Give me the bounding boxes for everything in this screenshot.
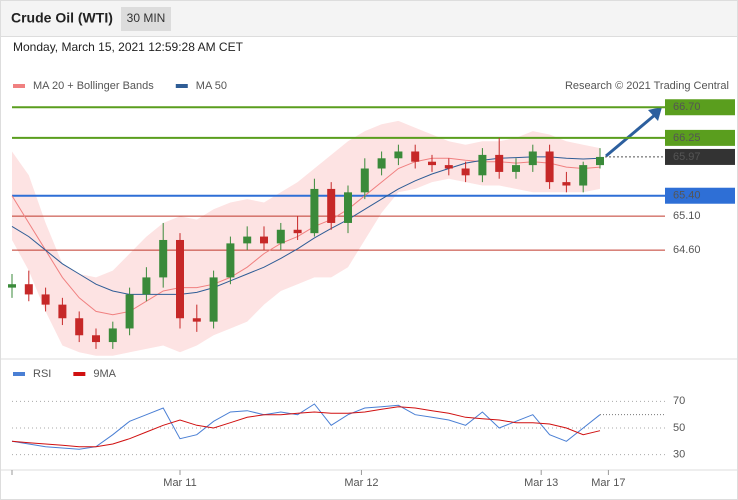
source-credit: Research © 2021 Trading Central bbox=[565, 80, 729, 92]
y-tick-label: 70 bbox=[673, 395, 685, 407]
candle-body bbox=[8, 284, 16, 288]
candle-body bbox=[562, 182, 571, 186]
timestamp: Monday, March 15, 2021 12:59:28 AM CET bbox=[13, 40, 244, 54]
candle-body bbox=[260, 236, 268, 244]
level-label: 66.25 bbox=[673, 132, 701, 144]
rsi-line bbox=[11, 403, 601, 450]
candle-body bbox=[142, 277, 151, 295]
level-label-box bbox=[665, 148, 735, 165]
bollinger-band bbox=[12, 120, 600, 356]
y-tick-label: 30 bbox=[673, 449, 685, 461]
forecast-arrow bbox=[605, 112, 657, 158]
candle-body bbox=[596, 156, 604, 166]
candle-body bbox=[176, 239, 184, 319]
x-tick-label: Mar 17 bbox=[591, 477, 625, 489]
candle-body bbox=[108, 328, 117, 343]
candle-body bbox=[75, 318, 84, 336]
candle-body bbox=[276, 229, 285, 244]
level-label: 65.40 bbox=[673, 190, 701, 202]
level-label-box bbox=[665, 99, 735, 116]
rsi-line bbox=[11, 406, 601, 448]
level-label: 66.70 bbox=[673, 101, 701, 113]
legend-label: RSI bbox=[33, 368, 51, 380]
candle-body bbox=[58, 304, 67, 319]
candle-body bbox=[327, 188, 336, 223]
level-label-box bbox=[665, 187, 735, 204]
y-tick-label: 50 bbox=[673, 422, 685, 434]
candle-body bbox=[495, 154, 504, 172]
candle-body bbox=[243, 236, 252, 244]
candle-body bbox=[293, 229, 302, 234]
candle-body bbox=[125, 294, 134, 329]
price-panel: MA 20 + Bollinger Bands MA 50 Research © 2… bbox=[8, 80, 735, 356]
candle-body bbox=[444, 165, 453, 169]
candle-body bbox=[428, 161, 436, 166]
candle-body bbox=[512, 165, 520, 172]
x-tick-label: Mar 11 bbox=[163, 477, 196, 489]
level-label-box bbox=[665, 129, 735, 146]
candle-body bbox=[92, 335, 100, 343]
interval-badge[interactable] bbox=[121, 7, 171, 31]
candle-body bbox=[394, 151, 403, 159]
candle-body bbox=[528, 151, 537, 166]
candle-body bbox=[226, 243, 235, 278]
legend-swatch bbox=[175, 84, 188, 88]
x-tick-label: Mar 13 bbox=[524, 477, 558, 489]
legend-swatch bbox=[73, 372, 86, 376]
candle-body bbox=[579, 165, 588, 186]
candle-body bbox=[192, 318, 201, 322]
level-label: 65.97 bbox=[673, 151, 701, 163]
candle-body bbox=[310, 188, 319, 234]
level-label: 64.60 bbox=[673, 244, 701, 256]
interval-label: 30 MIN bbox=[127, 11, 166, 25]
candle-body bbox=[478, 154, 487, 176]
candle-body bbox=[377, 158, 386, 169]
candle-body bbox=[344, 192, 352, 223]
rsi-panel: RSI 9MA 70 50 30 Mar 11 Mar 12 Mar 13 Mar 17 bbox=[11, 368, 685, 489]
instrument-title: Crude Oil (WTI) bbox=[11, 10, 113, 26]
legend-swatch bbox=[13, 84, 25, 88]
legend-label: 9MA bbox=[93, 368, 116, 380]
candle-body bbox=[41, 294, 50, 305]
legend-label: MA 50 bbox=[196, 80, 227, 92]
candle-body bbox=[159, 239, 168, 278]
legend-swatch bbox=[13, 372, 25, 376]
candle-body bbox=[461, 168, 470, 176]
forecast-arrowhead bbox=[648, 107, 662, 121]
legend-label: MA 20 + Bollinger Bands bbox=[33, 80, 154, 92]
candle-body bbox=[360, 168, 369, 193]
candle-body bbox=[545, 151, 554, 183]
x-tick-label: Mar 12 bbox=[344, 477, 378, 489]
level-label: 65.10 bbox=[673, 210, 701, 222]
candle-body bbox=[411, 151, 420, 162]
candle-body bbox=[24, 284, 33, 295]
candle-body bbox=[209, 277, 218, 322]
